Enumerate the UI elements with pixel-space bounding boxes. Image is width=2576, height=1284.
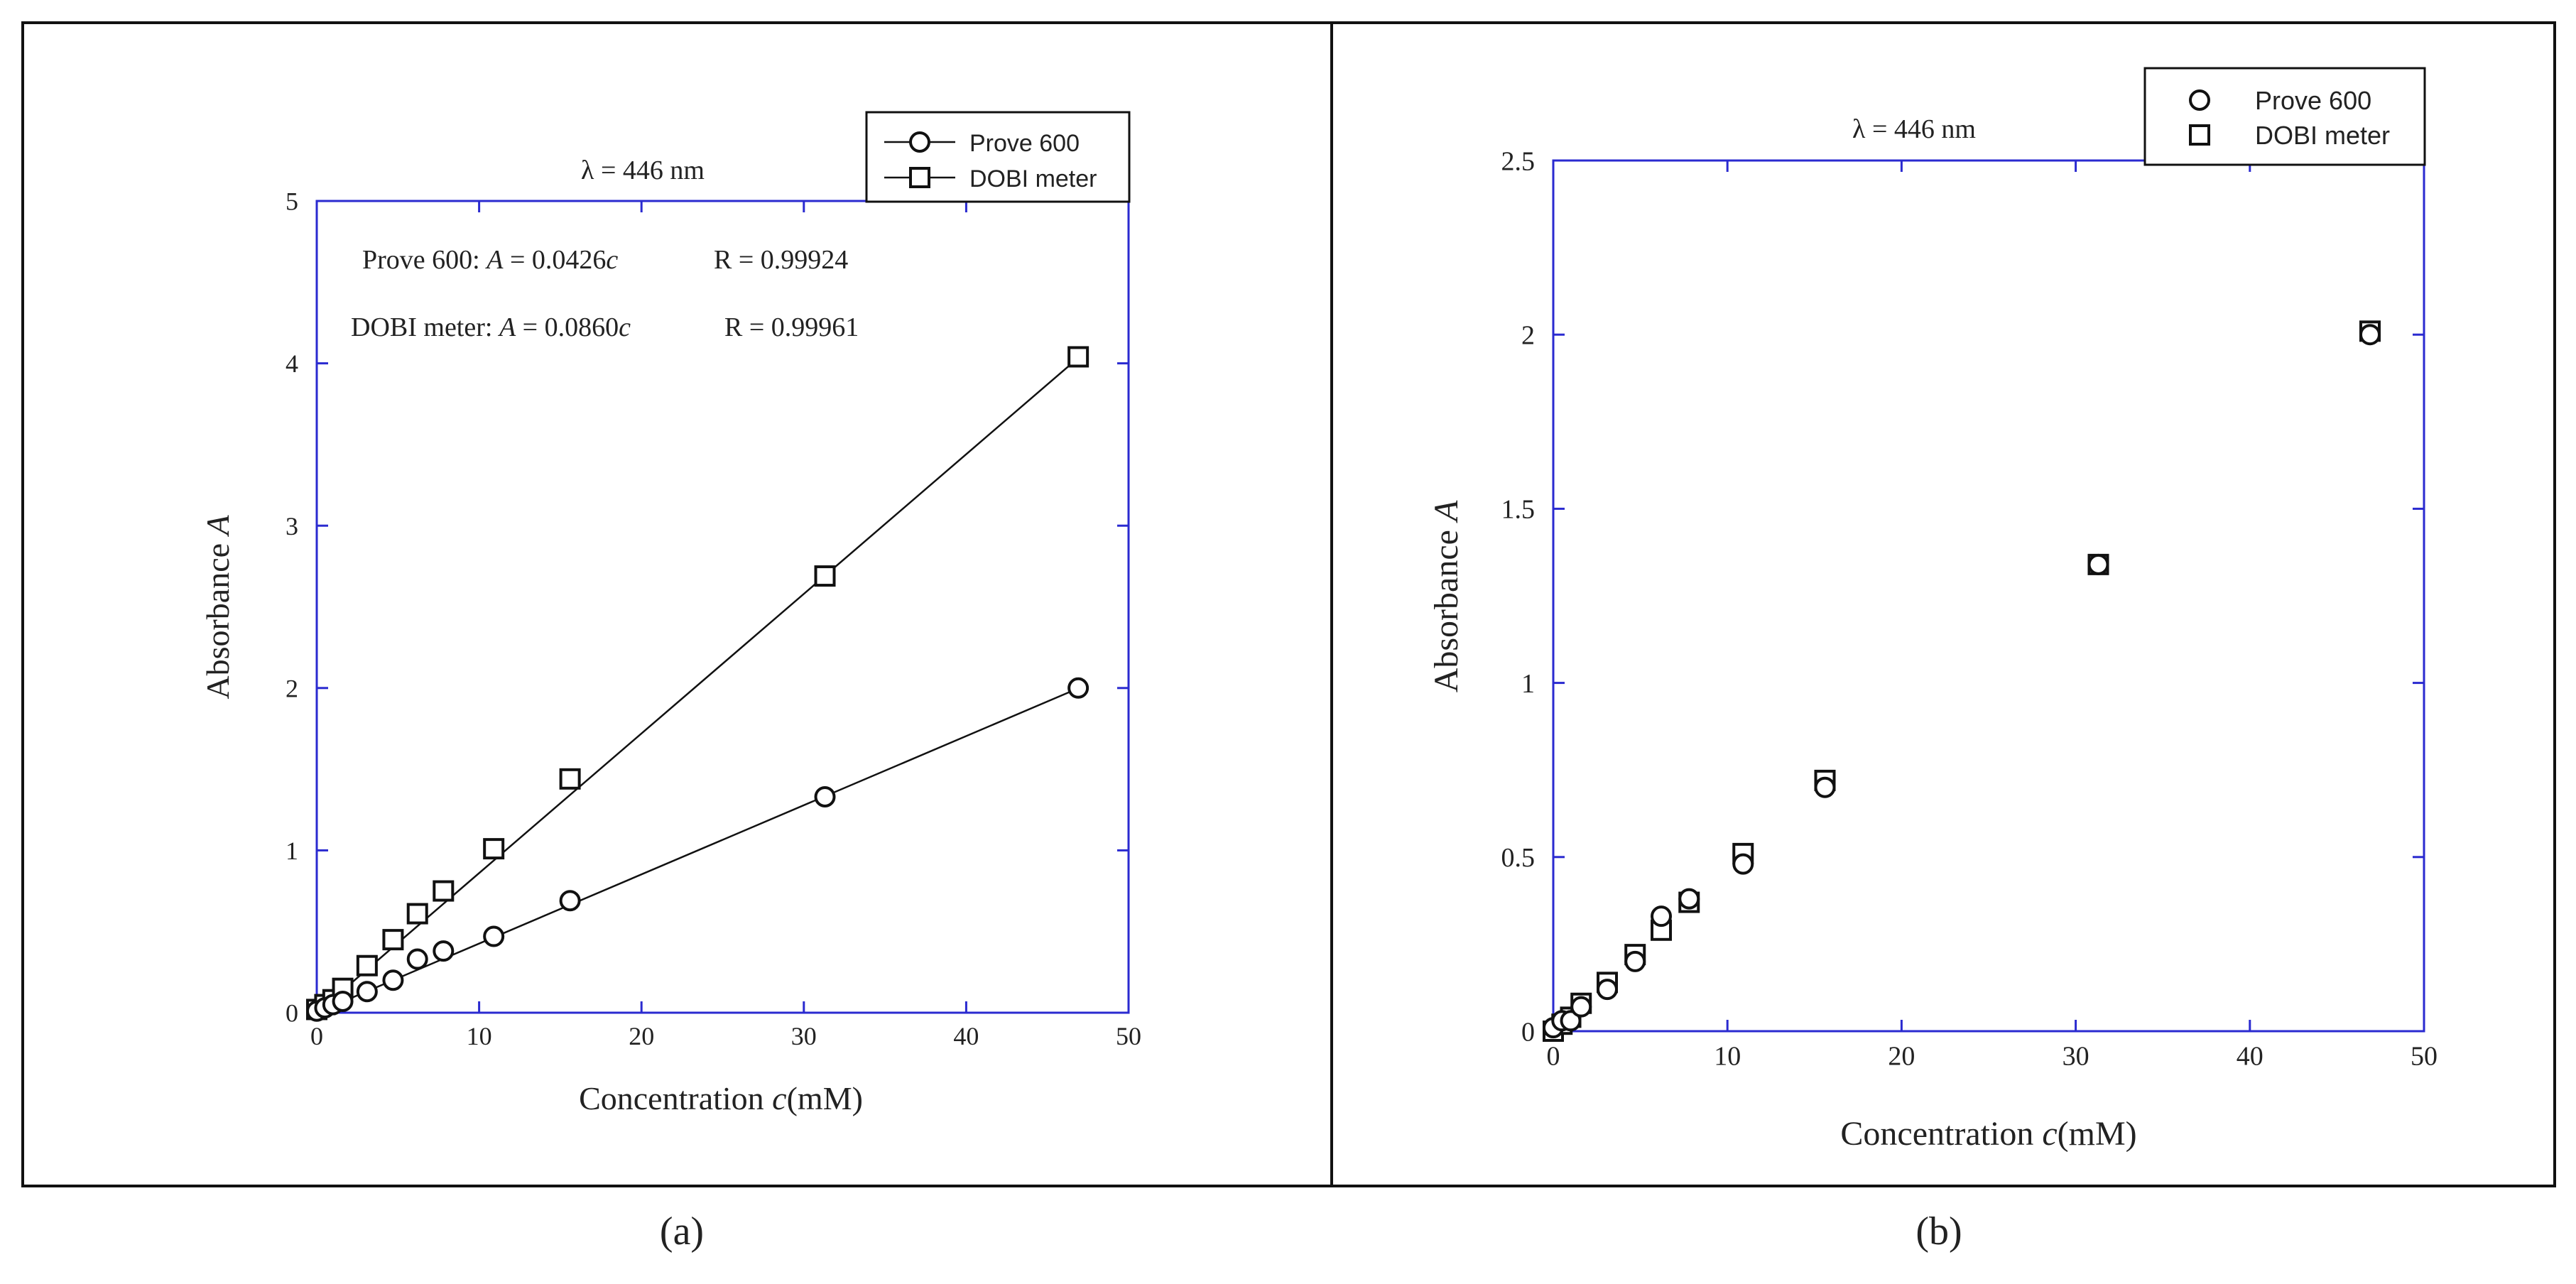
point-prove [2087,553,2109,575]
point-prove [406,948,428,970]
point-dobi [483,838,505,860]
chart-b-legend: Prove 600 DOBI meter [2143,67,2426,166]
x-tick-label: 40 [2237,1042,2263,1072]
legend-label-prove: Prove 600 [2255,86,2371,115]
y-tick-label: 1.5 [1501,495,1536,525]
chart-a-fit-dobi: DOBI meter: A = 0.0860c [351,312,631,342]
y-tick-label: 1 [286,837,298,865]
point-prove [1732,853,1754,875]
chart-a-fit-lines [316,357,1079,1014]
chart-a-ylabel: Absorbance A [200,514,236,699]
point-dobi [382,929,404,951]
y-tick-label: 0 [286,999,298,1028]
point-prove [332,990,354,1012]
caption-b: (b) [1915,1209,1962,1253]
chart-a-xlabel: Concentration c(mM) [579,1080,863,1116]
x-tick-label: 50 [2411,1042,2438,1072]
x-tick-label: 50 [1116,1022,1141,1050]
panel-b-frame [1330,21,2556,1187]
fit-line-dobi [316,357,1079,1013]
point-dobi [559,768,581,790]
chart-b-legend-box [2143,67,2426,166]
chart-b-tick-labels: 0 10 20 30 40 50 0 0.5 1 1.5 2 2.5 [1501,146,2438,1071]
chart-a-markers [306,346,1089,1022]
point-dobi [406,903,428,925]
chart-a-legend: Prove 600 DOBI meter [865,111,1131,203]
chart-a-fit-prove-r: R = 0.99924 [714,245,848,275]
y-tick-label: 3 [286,512,298,540]
point-dobi [356,954,378,976]
point-prove [483,925,505,947]
x-tick-label: 0 [1547,1042,1560,1072]
y-tick-label: 4 [286,349,298,378]
point-dobi [433,880,455,902]
chart-b-xlabel: Concentration c(mM) [1840,1115,2136,1153]
chart-a-tick-labels: 0 10 20 30 40 50 0 1 2 3 4 5 [286,187,1141,1050]
point-prove [1597,979,1619,1001]
point-prove [356,981,378,1003]
point-dobi [1067,346,1089,368]
chart-b: 0 10 20 30 40 50 0 0.5 1 1.5 2 2.5 λ = 446 nm Conce… [1428,67,2438,1253]
point-prove [433,940,455,962]
legend-label-dobi: DOBI meter [969,165,1097,192]
x-tick-label: 40 [953,1022,979,1050]
legend-label-prove: Prove 600 [969,130,1080,157]
legend-circle-marker [909,131,930,153]
chart-a-title: λ = 446 nm [581,156,705,185]
chart-b-plot-area [1552,159,2425,1033]
y-tick-label: 0 [1521,1017,1535,1047]
point-prove [1651,905,1673,927]
x-tick-label: 30 [2063,1042,2089,1072]
point-prove [1570,996,1592,1018]
point-prove [1560,1010,1582,1032]
x-tick-label: 0 [310,1022,323,1050]
x-tick-label: 30 [791,1022,817,1050]
chart-a-fit-prove: Prove 600: A = 0.0426c [362,245,618,275]
point-prove [2359,324,2381,346]
point-prove [1067,677,1089,699]
chart-b-ylabel: Absorbance A [1428,500,1465,692]
legend-circle-marker [2189,89,2210,111]
x-tick-label: 20 [1888,1042,1915,1072]
chart-b-markers [1543,320,2381,1042]
point-prove [559,890,581,912]
y-tick-label: 2 [286,674,298,702]
chart-b-title: λ = 446 nm [1852,114,1976,144]
point-prove [1624,950,1646,972]
point-prove [814,785,836,807]
point-prove [1814,776,1836,798]
point-prove [1678,888,1700,910]
x-tick-label: 10 [1714,1042,1741,1072]
y-tick-label: 2.5 [1501,146,1536,176]
y-tick-label: 2 [1521,321,1535,351]
point-dobi [814,565,836,587]
x-tick-label: 20 [629,1022,654,1050]
chart-a-plot-area [315,200,1130,1014]
y-tick-label: 0.5 [1501,843,1536,873]
x-tick-label: 10 [467,1022,492,1050]
legend-square-marker [2189,124,2210,146]
legend-label-dobi: DOBI meter [2255,121,2390,150]
fit-line-prove [316,687,1079,1014]
y-tick-label: 5 [286,187,298,216]
chart-a: 0 10 20 30 40 50 0 1 2 3 4 5 λ = 446 nm Prove 600: … [200,111,1141,1253]
y-tick-label: 1 [1521,669,1535,699]
caption-a: (a) [660,1209,704,1253]
chart-a-fit-dobi-r: R = 0.99961 [724,312,859,342]
point-prove [382,969,404,991]
chart-a-ticks [315,200,1130,1014]
legend-square-marker [909,167,930,188]
